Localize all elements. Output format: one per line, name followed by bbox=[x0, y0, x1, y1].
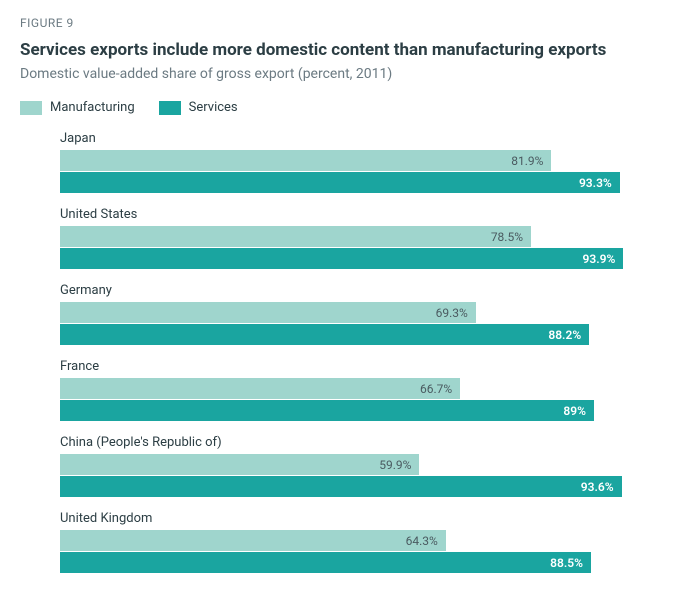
bar-row-services: 88.5% bbox=[60, 552, 660, 573]
bar-row-services: 93.9% bbox=[60, 248, 660, 269]
country-group: China (People's Republic of) 59.9% 93.6% bbox=[60, 435, 660, 497]
bar-row-manufacturing: 69.3% bbox=[60, 302, 660, 323]
bar-row-services: 93.3% bbox=[60, 172, 660, 193]
country-label: Germany bbox=[60, 283, 660, 298]
country-label: United Kingdom bbox=[60, 511, 660, 526]
bar-chart: Japan 81.9% 93.3% United States 78.5% 93.9% Ge… bbox=[20, 131, 660, 573]
bar-row-services: 89% bbox=[60, 400, 660, 421]
bar-row-manufacturing: 78.5% bbox=[60, 226, 660, 247]
bar-value-manufacturing: 69.3% bbox=[436, 306, 468, 320]
legend-item-services: Services bbox=[159, 100, 238, 115]
bar-manufacturing: 66.7% bbox=[60, 378, 460, 399]
country-group: France 66.7% 89% bbox=[60, 359, 660, 421]
legend-swatch-manufacturing bbox=[20, 101, 42, 115]
country-group: Germany 69.3% 88.2% bbox=[60, 283, 660, 345]
country-label: United States bbox=[60, 207, 660, 222]
bar-value-manufacturing: 64.3% bbox=[406, 534, 438, 548]
legend-swatch-services bbox=[159, 101, 181, 115]
legend-label-manufacturing: Manufacturing bbox=[50, 100, 135, 115]
chart-subtitle: Domestic value-added share of gross expo… bbox=[20, 66, 660, 82]
legend-item-manufacturing: Manufacturing bbox=[20, 100, 135, 115]
bar-value-services: 88.2% bbox=[548, 328, 581, 342]
bar-row-manufacturing: 59.9% bbox=[60, 454, 660, 475]
bar-row-services: 93.6% bbox=[60, 476, 660, 497]
country-label: China (People's Republic of) bbox=[60, 435, 660, 450]
bar-services: 88.2% bbox=[60, 324, 589, 345]
country-group: United Kingdom 64.3% 88.5% bbox=[60, 511, 660, 573]
legend: Manufacturing Services bbox=[20, 100, 660, 115]
bar-manufacturing: 59.9% bbox=[60, 454, 419, 475]
bar-services: 93.9% bbox=[60, 248, 623, 269]
bar-row-services: 88.2% bbox=[60, 324, 660, 345]
bar-services: 93.6% bbox=[60, 476, 622, 497]
bar-manufacturing: 78.5% bbox=[60, 226, 531, 247]
country-label: France bbox=[60, 359, 660, 374]
bar-value-manufacturing: 66.7% bbox=[420, 382, 452, 396]
country-group: Japan 81.9% 93.3% bbox=[60, 131, 660, 193]
bar-value-services: 93.9% bbox=[583, 252, 616, 266]
bar-value-services: 93.3% bbox=[579, 176, 612, 190]
bar-value-manufacturing: 81.9% bbox=[511, 154, 543, 168]
legend-label-services: Services bbox=[189, 100, 238, 115]
bar-value-manufacturing: 78.5% bbox=[491, 230, 523, 244]
bar-services: 93.3% bbox=[60, 172, 620, 193]
bar-services: 88.5% bbox=[60, 552, 591, 573]
bar-manufacturing: 64.3% bbox=[60, 530, 446, 551]
bar-value-manufacturing: 59.9% bbox=[379, 458, 411, 472]
bar-manufacturing: 69.3% bbox=[60, 302, 476, 323]
bar-value-services: 88.5% bbox=[550, 556, 583, 570]
bar-value-services: 89% bbox=[563, 404, 586, 418]
bar-row-manufacturing: 81.9% bbox=[60, 150, 660, 171]
bar-row-manufacturing: 66.7% bbox=[60, 378, 660, 399]
country-group: United States 78.5% 93.9% bbox=[60, 207, 660, 269]
bar-manufacturing: 81.9% bbox=[60, 150, 551, 171]
chart-title: Services exports include more domestic c… bbox=[20, 40, 660, 60]
bar-services: 89% bbox=[60, 400, 594, 421]
bar-value-services: 93.6% bbox=[581, 480, 614, 494]
bar-row-manufacturing: 64.3% bbox=[60, 530, 660, 551]
figure-label: FIGURE 9 bbox=[20, 16, 660, 30]
country-label: Japan bbox=[60, 131, 660, 146]
